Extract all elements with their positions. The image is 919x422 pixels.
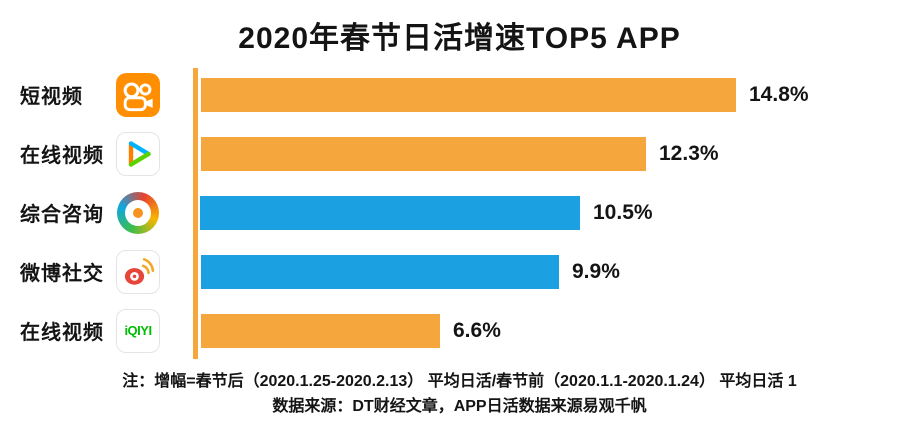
bar-and-value: 10.5%	[200, 195, 919, 230]
bar	[201, 77, 736, 112]
bar-row: 综合咨询 10.5%	[0, 183, 919, 242]
bar-row: 在线视频 12.3%	[0, 124, 919, 183]
category-label: 微博社交	[20, 263, 104, 285]
value-axis-line	[193, 68, 198, 359]
bar	[201, 136, 646, 171]
bar-row: 在线视频 iQIYI 6.6%	[0, 301, 919, 360]
bar-chart: 短视频 14.8% 在线视频	[0, 65, 919, 362]
iqiyi-icon: iQIYI	[116, 308, 160, 353]
bar-row: 微博社交 9.9%	[0, 242, 919, 301]
category-label: 综合咨询	[20, 204, 104, 226]
note-line-1: 注：增幅=春节后（2020.1.25-2020.2.13） 平均日活/春节前（2…	[122, 373, 797, 390]
category-label: 在线视频	[20, 145, 104, 167]
page-title: 2020年春节日活增速TOP5 APP	[238, 22, 681, 55]
category-label: 短视频	[20, 86, 83, 108]
bar-and-value: 9.9%	[201, 254, 919, 289]
tencent-news-icon	[117, 191, 159, 234]
footnotes: 注：增幅=春节后（2020.1.25-2020.2.13） 平均日活/春节前（2…	[0, 370, 919, 420]
category-label: 在线视频	[20, 322, 104, 344]
tencent-video-icon	[116, 131, 160, 176]
iqiyi-logo-text: iQIYI	[124, 323, 152, 338]
bar-value-label: 10.5%	[593, 200, 653, 224]
bar	[201, 254, 559, 289]
bar-and-value: 12.3%	[201, 136, 919, 171]
bar	[200, 195, 580, 230]
weibo-icon	[116, 249, 160, 294]
bar-row: 短视频 14.8%	[0, 65, 919, 124]
bar-value-label: 12.3%	[659, 141, 719, 165]
bar-value-label: 14.8%	[749, 82, 809, 106]
bar-and-value: 6.6%	[201, 313, 919, 348]
note-line-2: 数据来源：DT财经文章，APP日活数据来源易观千帆	[272, 397, 647, 415]
bar	[201, 313, 440, 348]
bar-value-label: 6.6%	[453, 318, 501, 342]
bar-value-label: 9.9%	[572, 259, 620, 283]
bar-and-value: 14.8%	[201, 77, 919, 112]
kuaishou-icon	[116, 72, 160, 117]
